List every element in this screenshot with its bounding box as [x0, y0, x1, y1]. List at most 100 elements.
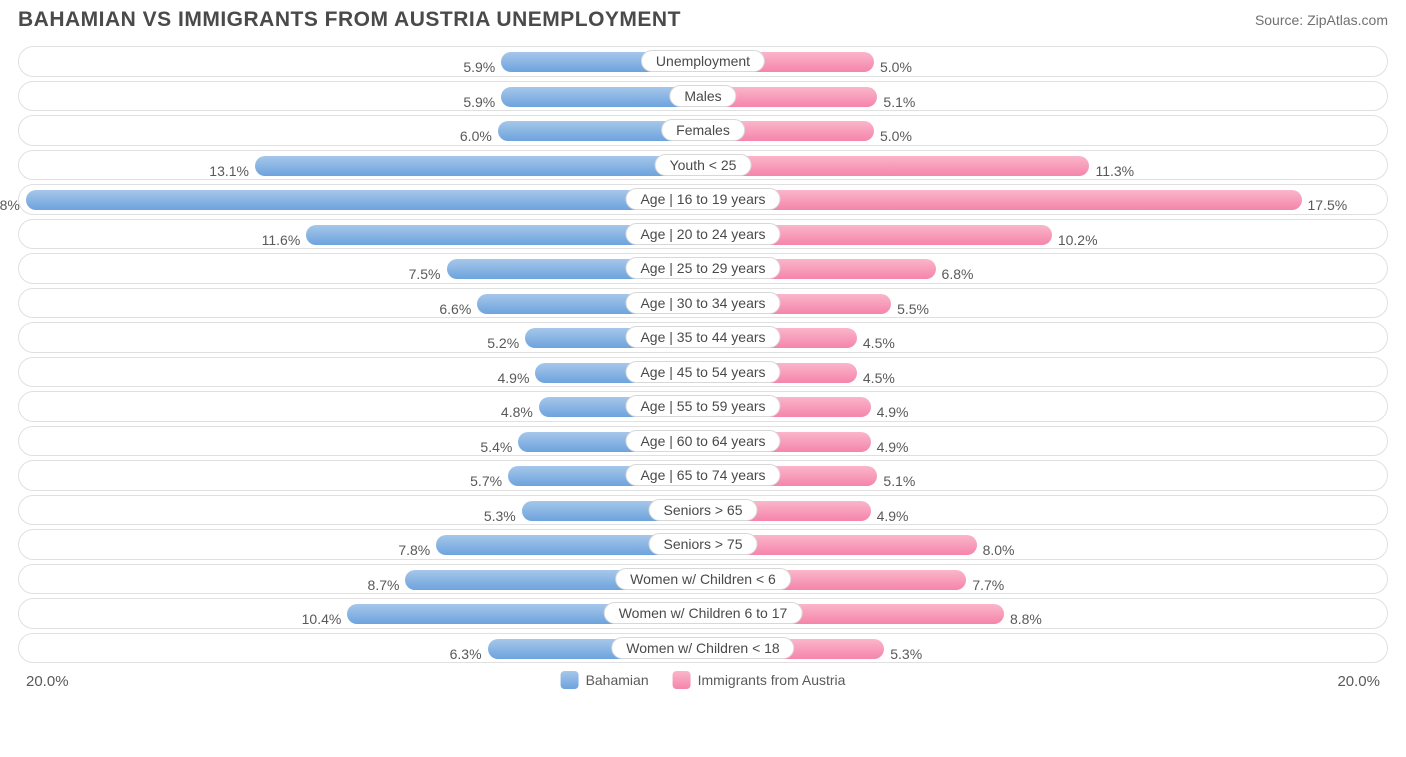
track-left: 8.7% — [19, 570, 703, 590]
track-left: 4.8% — [19, 397, 703, 417]
swatch-blue-icon — [561, 671, 579, 689]
bar-value-right: 10.2% — [1058, 232, 1098, 248]
track-left: 11.6% — [19, 225, 703, 245]
axis-label-left: 20.0% — [26, 673, 69, 690]
bar-value-right: 17.5% — [1308, 197, 1348, 213]
category-label: Age | 60 to 64 years — [625, 430, 780, 452]
bar-value-left: 6.3% — [450, 646, 482, 662]
bar-value-left: 11.6% — [262, 232, 301, 248]
category-label: Women w/ Children < 6 — [615, 568, 791, 590]
track-right: 4.9% — [703, 432, 1387, 452]
category-label: Age | 35 to 44 years — [625, 326, 780, 348]
bar-value-left: 13.1% — [209, 163, 249, 179]
bar-value-right: 5.1% — [883, 94, 915, 110]
chart-row: 5.7% 5.1% Age | 65 to 74 years — [18, 460, 1388, 491]
category-label: Females — [661, 119, 745, 141]
diverging-bar-chart: 5.9% 5.0% Unemployment 5.9% 5.1% Males 6.0%5.0… — [18, 46, 1388, 663]
track-right: 4.5% — [703, 328, 1387, 348]
chart-row: 7.5% 6.8% Age | 25 to 29 years — [18, 253, 1388, 284]
bar-value-left: 5.3% — [484, 508, 516, 524]
bar-value-left: 5.4% — [480, 439, 512, 455]
chart-row: 19.8%17.5%Age | 16 to 19 years — [18, 184, 1388, 215]
track-left: 5.3% — [19, 501, 703, 521]
track-right: 5.3% — [703, 639, 1387, 659]
bar-value-left: 4.9% — [498, 370, 530, 386]
chart-row: 10.4% 8.8% Women w/ Children 6 to 17 — [18, 598, 1388, 629]
bar-value-left: 5.2% — [487, 335, 519, 351]
category-label: Age | 45 to 54 years — [625, 361, 780, 383]
legend-label-right: Immigrants from Austria — [698, 672, 846, 688]
chart-row: 7.8%8.0%Seniors > 75 — [18, 529, 1388, 560]
track-left: 7.5% — [19, 259, 703, 279]
chart-row: 5.3% 4.9% Seniors > 65 — [18, 495, 1388, 526]
chart-row: 5.2% 4.5% Age | 35 to 44 years — [18, 322, 1388, 353]
track-right: 5.0% — [703, 52, 1387, 72]
category-label: Age | 20 to 24 years — [625, 223, 780, 245]
category-label: Unemployment — [641, 50, 765, 72]
chart-row: 5.9% 5.1% Males — [18, 81, 1388, 112]
chart-footer: 20.0% Bahamian Immigrants from Austria 2… — [18, 671, 1388, 699]
chart-row: 4.8% 4.9% Age | 55 to 59 years — [18, 391, 1388, 422]
bar-left — [255, 156, 703, 176]
track-right: 4.9% — [703, 397, 1387, 417]
bar-value-left: 4.8% — [501, 404, 533, 420]
track-right: 8.0% — [703, 535, 1387, 555]
track-right: 5.5% — [703, 294, 1387, 314]
legend-label-left: Bahamian — [586, 672, 649, 688]
category-label: Age | 25 to 29 years — [625, 257, 780, 279]
bar-value-left: 7.8% — [398, 542, 430, 558]
chart-row: 5.4% 4.9% Age | 60 to 64 years — [18, 426, 1388, 457]
chart-row: 6.6%5.5%Age | 30 to 34 years — [18, 288, 1388, 319]
chart-row: 6.0%5.0%Females — [18, 115, 1388, 146]
category-label: Age | 55 to 59 years — [625, 395, 780, 417]
track-left: 5.9% — [19, 87, 703, 107]
track-right: 5.1% — [703, 466, 1387, 486]
track-left: 5.2% — [19, 328, 703, 348]
track-right: 10.2% — [703, 225, 1387, 245]
legend-item-right: Immigrants from Austria — [673, 671, 846, 689]
bar-value-right: 8.8% — [1010, 611, 1042, 627]
track-left: 5.9% — [19, 52, 703, 72]
chart-row: 6.3%5.3%Women w/ Children < 18 — [18, 633, 1388, 664]
legend: Bahamian Immigrants from Austria — [561, 671, 846, 689]
track-right: 4.9% — [703, 501, 1387, 521]
track-left: 4.9% — [19, 363, 703, 383]
category-label: Age | 65 to 74 years — [625, 464, 780, 486]
chart-row: 11.6% 10.2% Age | 20 to 24 years — [18, 219, 1388, 250]
bar-value-right: 5.1% — [883, 473, 915, 489]
bar-value-right: 7.7% — [972, 577, 1004, 593]
bar-value-right: 6.8% — [942, 266, 974, 282]
bar-value-right: 4.9% — [877, 439, 909, 455]
track-right: 8.8% — [703, 604, 1387, 624]
track-right: 7.7% — [703, 570, 1387, 590]
bar-value-right: 5.3% — [890, 646, 922, 662]
track-right: 4.5% — [703, 363, 1387, 383]
track-left: 6.3% — [19, 639, 703, 659]
chart-title: BAHAMIAN VS IMMIGRANTS FROM AUSTRIA UNEM… — [18, 8, 681, 32]
bar-value-right: 4.9% — [877, 508, 909, 524]
bar-value-left: 19.8% — [0, 197, 20, 213]
legend-item-left: Bahamian — [561, 671, 649, 689]
chart-header: BAHAMIAN VS IMMIGRANTS FROM AUSTRIA UNEM… — [18, 8, 1388, 32]
track-left: 10.4% — [19, 604, 703, 624]
category-label: Women w/ Children 6 to 17 — [604, 602, 803, 624]
track-right: 17.5% — [703, 190, 1387, 210]
bar-value-left: 7.5% — [409, 266, 441, 282]
track-left: 6.6% — [19, 294, 703, 314]
bar-value-left: 5.9% — [463, 59, 495, 75]
bar-value-left: 6.6% — [439, 301, 471, 317]
bar-value-left: 8.7% — [368, 577, 400, 593]
bar-value-left: 5.9% — [463, 94, 495, 110]
bar-value-right: 4.5% — [863, 335, 895, 351]
bar-value-left: 5.7% — [470, 473, 502, 489]
chart-row: 8.7% 7.7% Women w/ Children < 6 — [18, 564, 1388, 595]
track-right: 5.0% — [703, 121, 1387, 141]
category-label: Males — [669, 85, 736, 107]
bar-value-right: 4.9% — [877, 404, 909, 420]
category-label: Age | 16 to 19 years — [625, 188, 780, 210]
track-left: 5.7% — [19, 466, 703, 486]
track-left: 5.4% — [19, 432, 703, 452]
category-label: Seniors > 65 — [649, 499, 758, 521]
bar-value-right: 5.0% — [880, 59, 912, 75]
chart-source: Source: ZipAtlas.com — [1255, 12, 1388, 28]
